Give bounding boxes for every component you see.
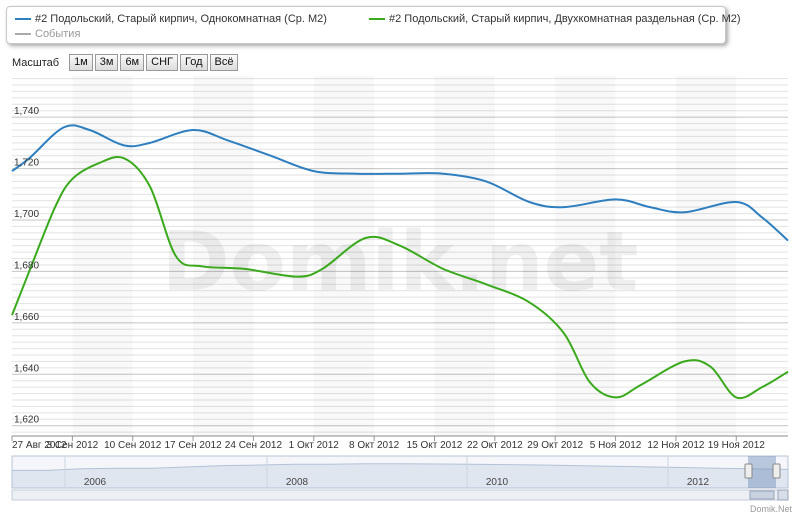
zoom-all-button[interactable]: Всё [209,54,239,71]
zoom-label: Масштаб [12,56,60,69]
grid-lines [12,76,788,436]
legend: #2 Подольский, Старый кирпич, Однокомнат… [6,6,741,44]
navigator-scrollbar-thumb[interactable] [749,490,775,500]
zoom-bar: Масштаб 1м 3м 6м СНГ Год Всё [12,54,240,71]
watermark: Domik.net [162,215,639,310]
x-tick-label: 3 Сен 2012 [47,440,99,451]
navigator[interactable]: 2006 2008 2010 2012 [11,455,789,501]
x-tick-label: 1 Окт 2012 [289,440,340,451]
navigator-series [11,463,789,489]
navigator-year-label: 2006 [84,477,107,488]
x-tick-label: 10 Сен 2012 [104,440,162,451]
y-tick-label: 1,660 [14,312,39,323]
legend-label-events: События [35,28,81,40]
x-tick-label: 8 Окт 2012 [349,440,400,451]
navigator-handle[interactable] [744,463,753,479]
x-tick-label: 24 Сен 2012 [225,440,283,451]
y-tick-label: 1,740 [14,106,39,117]
legend-swatch-events [15,33,31,35]
x-tick-label: 22 Окт 2012 [467,440,523,451]
legend-swatch-series-2 [369,18,385,20]
x-tick-label: 5 Ноя 2012 [590,440,642,451]
x-tick-label: 19 Ноя 2012 [708,440,766,451]
zoom-1m-button[interactable]: 1м [69,54,93,71]
series-line-2 [11,155,789,400]
y-tick-label: 1,720 [14,158,39,169]
legend-item-series-2[interactable]: #2 Подольский, Старый кирпич, Двухкомнат… [369,13,741,25]
zoom-3m-button[interactable]: 3м [94,54,119,71]
legend-item-events[interactable]: События [15,28,80,40]
x-tick-label: 27 Авг 2012 [12,440,67,451]
week-band [676,76,736,436]
x-tick-label: 17 Сен 2012 [164,440,222,451]
navigator-selection [748,456,776,488]
navigator-year-label: 2010 [486,477,509,488]
credit: Domik.Net [749,504,792,514]
navigator-scrollbar-track [11,489,789,501]
x-tick-label: 15 Окт 2012 [407,440,463,451]
zoom-ytd-button[interactable]: СНГ [146,54,178,71]
navigator-handle[interactable] [772,463,781,479]
zoom-6m-button[interactable]: 6м [120,54,145,71]
legend-swatch-series-1 [15,18,31,20]
x-tick-label: 29 Окт 2012 [527,440,583,451]
navigator-scroll-right-button[interactable] [777,489,789,501]
y-tick-label: 1,640 [14,363,39,374]
week-band [72,76,132,436]
series-line-1 [11,124,789,242]
zoom-year-button[interactable]: Год [179,54,208,71]
legend-label-series-1: #2 Подольский, Старый кирпич, Однокомнат… [35,13,327,25]
series-lines [11,124,789,400]
y-tick-label: 1,700 [14,209,39,220]
navigator-year-label: 2012 [687,477,710,488]
y-tick-label: 1,620 [14,415,39,426]
y-tick-label: 1,680 [14,260,39,271]
legend-label-series-2: #2 Подольский, Старый кирпич, Двухкомнат… [389,13,741,25]
legend-item-series-1[interactable]: #2 Подольский, Старый кирпич, Однокомнат… [15,13,327,25]
x-tick-label: 12 Ноя 2012 [647,440,705,451]
navigator-year-label: 2008 [286,477,309,488]
y-axis: 1,620 1,640 1,660 1,680 1,700 1,720 1,740 [14,106,39,426]
